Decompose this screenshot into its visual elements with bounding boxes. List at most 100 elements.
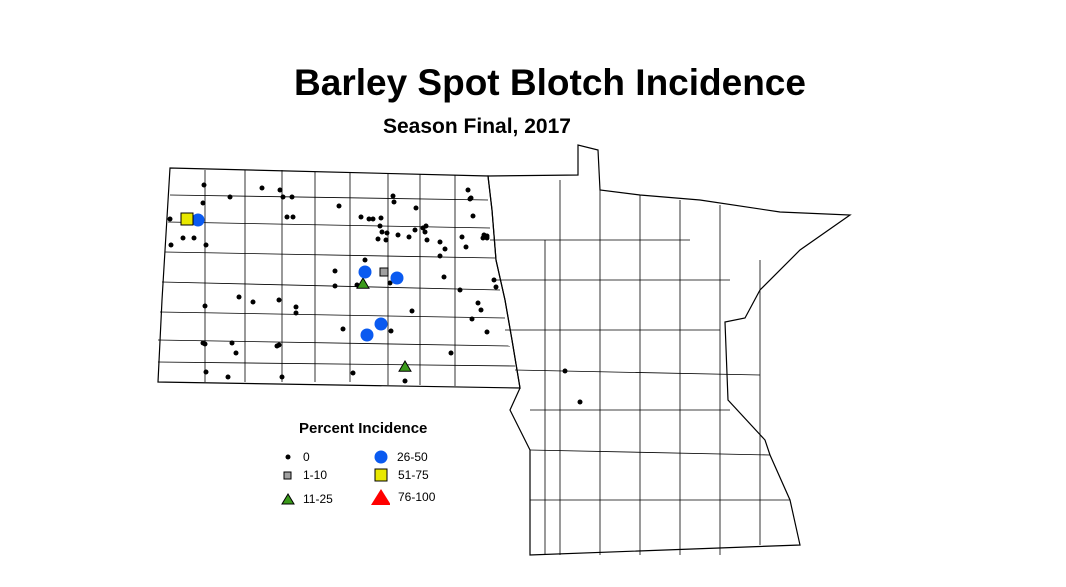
point-0	[463, 244, 469, 250]
legend-label-0: 0	[303, 450, 310, 464]
point-26-50	[374, 317, 388, 331]
point-26-50	[358, 265, 372, 279]
point-0	[203, 369, 209, 375]
point-0	[203, 242, 209, 248]
point-0	[284, 214, 290, 220]
point-1-10	[379, 267, 389, 277]
point-0	[378, 215, 384, 221]
legend-label-11-25: 11-25	[303, 492, 333, 506]
county-boundary	[164, 251, 496, 259]
point-0	[390, 193, 396, 199]
point-0	[388, 328, 394, 334]
point-0	[332, 283, 338, 289]
point-0	[276, 342, 282, 348]
point-51-75	[180, 212, 194, 226]
point-0	[279, 374, 285, 380]
point-0	[423, 223, 429, 229]
point-0	[448, 350, 454, 356]
point-0	[277, 187, 283, 193]
point-0	[293, 310, 299, 316]
point-0	[475, 300, 481, 306]
point-0	[484, 329, 490, 335]
point-0	[332, 268, 338, 274]
legend-title: Percent Incidence	[299, 420, 428, 437]
point-0	[395, 232, 401, 238]
point-0	[236, 294, 242, 300]
point-0	[229, 340, 235, 346]
legend-symbol-51-75	[374, 468, 388, 482]
point-0	[402, 378, 408, 384]
legend-label-76-100: 76-100	[398, 490, 436, 504]
point-0	[225, 374, 231, 380]
point-0	[362, 257, 368, 263]
legend-symbol-26-50	[374, 450, 388, 464]
north-dakota-outline	[157, 167, 521, 389]
point-0	[336, 203, 342, 209]
point-0	[493, 284, 499, 290]
point-0	[168, 242, 174, 248]
legend-symbol-76-100	[371, 489, 390, 505]
legend-symbols	[281, 450, 390, 505]
point-0	[441, 274, 447, 280]
county-boundary	[167, 221, 491, 229]
point-0	[233, 350, 239, 356]
point-0	[167, 216, 173, 222]
county-boundary	[157, 339, 511, 347]
point-0	[412, 227, 418, 233]
legend-symbol-0	[285, 454, 291, 460]
point-0	[180, 235, 186, 241]
point-0	[467, 196, 473, 202]
point-0	[384, 230, 390, 236]
legend-symbol-11-25	[281, 493, 295, 505]
point-0	[391, 199, 397, 205]
point-0	[280, 194, 286, 200]
point-0	[293, 304, 299, 310]
legend-symbol-1-10	[283, 471, 292, 480]
point-0	[259, 185, 265, 191]
county-boundary	[161, 281, 501, 291]
point-0	[375, 236, 381, 242]
point-11-25	[398, 360, 412, 372]
county-boundary	[157, 361, 516, 367]
county-boundary	[529, 449, 771, 456]
point-0	[424, 237, 430, 243]
point-0	[491, 277, 497, 283]
point-0	[358, 214, 364, 220]
county-boundary	[514, 369, 761, 376]
point-0	[478, 307, 484, 313]
legend-label-26-50: 26-50	[397, 450, 428, 464]
point-0	[481, 232, 487, 238]
point-0	[409, 308, 415, 314]
point-0	[406, 234, 412, 240]
point-0	[465, 187, 471, 193]
point-0	[202, 303, 208, 309]
point-0	[200, 200, 206, 206]
point-0	[340, 326, 346, 332]
point-0	[366, 216, 372, 222]
legend-label-1-10: 1-10	[303, 468, 328, 482]
point-0	[377, 223, 383, 229]
point-0	[457, 287, 463, 293]
point-0	[387, 280, 393, 286]
point-0	[379, 229, 385, 235]
point-0	[469, 316, 475, 322]
point-0	[422, 229, 428, 235]
point-0	[470, 213, 476, 219]
point-0	[370, 216, 376, 222]
point-11-25	[356, 277, 370, 289]
point-0	[437, 239, 443, 245]
point-0	[250, 299, 256, 305]
point-0	[459, 234, 465, 240]
point-0	[289, 194, 295, 200]
county-boundary	[169, 194, 489, 201]
point-0	[191, 235, 197, 241]
point-26-50	[390, 271, 404, 285]
map-subtitle: Season Final, 2017	[383, 115, 571, 138]
point-0	[383, 237, 389, 243]
map-title: Barley Spot Blotch Incidence	[294, 62, 806, 103]
point-0	[577, 399, 583, 405]
county-boundary	[159, 311, 506, 319]
point-0	[442, 246, 448, 252]
